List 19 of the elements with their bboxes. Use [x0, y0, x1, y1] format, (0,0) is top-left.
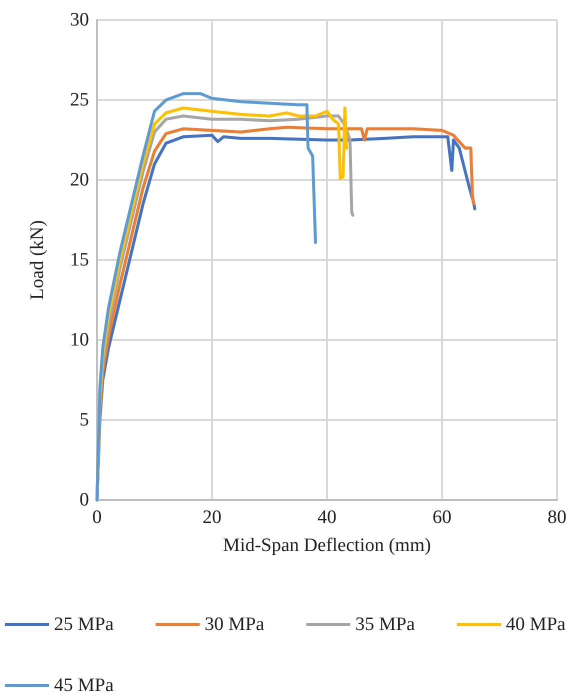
- y-tick-label: 10: [70, 330, 89, 350]
- y-tick-label: 25: [70, 90, 89, 110]
- line-series: [96, 92, 317, 502]
- legend-label: 25 MPa: [54, 614, 114, 635]
- x-tick-label: 80: [548, 507, 566, 528]
- legend-label: 35 MPa: [355, 614, 416, 635]
- y-tick-label: 0: [80, 490, 89, 510]
- y-tick-label: 20: [70, 170, 89, 190]
- y-tick-label: 30: [70, 10, 89, 30]
- legend-label: 40 MPa: [506, 614, 566, 635]
- x-axis-title: Mid-Span Deflection (mm): [223, 535, 431, 556]
- legend-label: 30 MPa: [204, 614, 265, 635]
- x-tick-label: 40: [318, 507, 336, 528]
- x-tick-label: 20: [202, 507, 222, 528]
- y-tick-label: 5: [80, 410, 89, 430]
- x-tick-label: 60: [432, 507, 452, 528]
- y-axis-title: Load (kN): [27, 220, 48, 300]
- legend-label: 45 MPa: [54, 675, 114, 696]
- y-tick-label: 15: [70, 250, 89, 270]
